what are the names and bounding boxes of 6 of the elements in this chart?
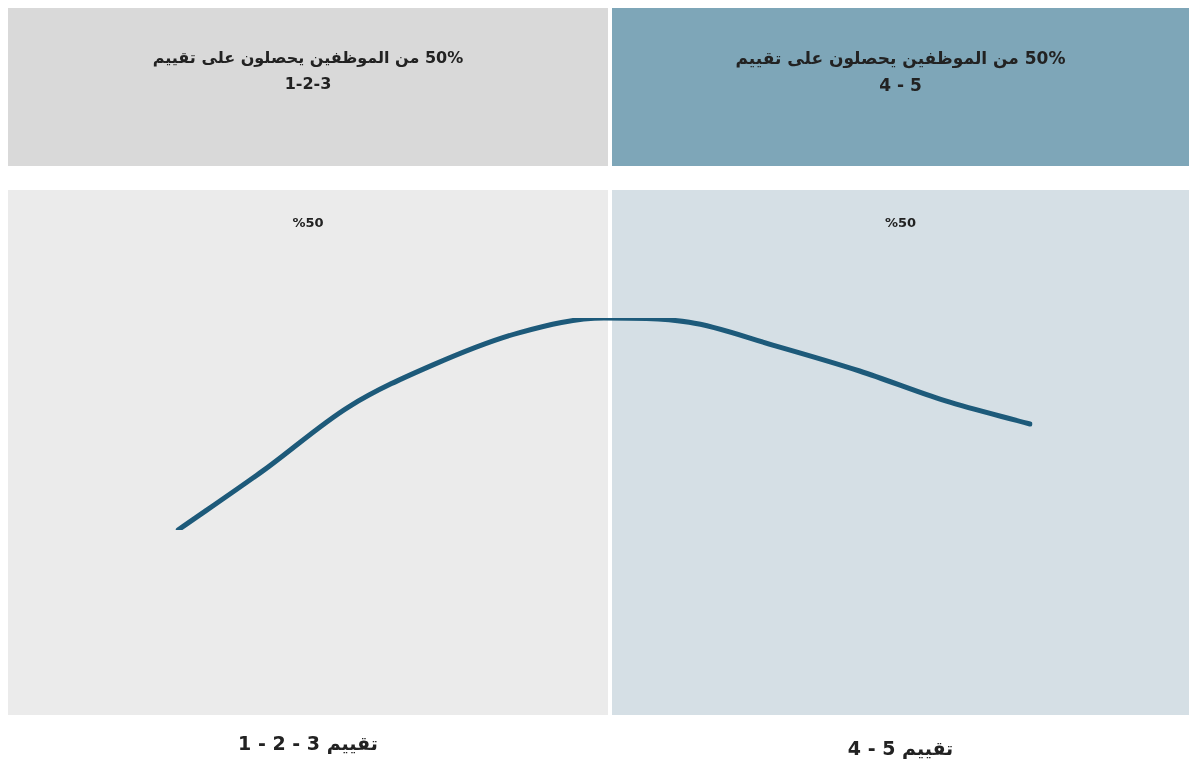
text: 50% من الموظفين يحصلون على تقييم 5 - 4 <box>734 47 1067 98</box>
text: تقييم 5 - 4 <box>846 736 955 761</box>
text: 50% من الموظفين يحصلون على تقييم 1-2-3 <box>151 47 465 95</box>
text: %50 <box>291 214 325 232</box>
text: %50 <box>883 214 918 232</box>
text: تقييم 3 - 2 - 1 <box>237 731 379 756</box>
